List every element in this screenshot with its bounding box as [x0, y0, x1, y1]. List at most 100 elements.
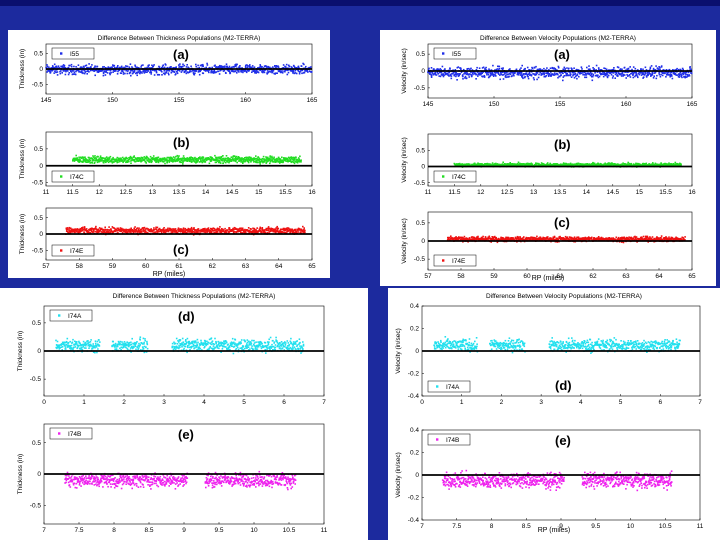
data-point	[269, 160, 272, 163]
data-point	[465, 239, 467, 241]
data-point	[178, 158, 181, 160]
data-point	[520, 73, 522, 75]
data-point	[129, 229, 132, 232]
data-point	[95, 225, 97, 228]
data-point	[272, 161, 275, 163]
data-point	[674, 73, 677, 75]
data-point	[516, 237, 519, 240]
data-point	[553, 72, 556, 74]
data-point	[203, 158, 206, 161]
data-point	[191, 157, 194, 159]
data-point	[495, 75, 497, 77]
data-point	[275, 65, 278, 67]
data-point	[259, 64, 261, 66]
data-point	[545, 237, 547, 240]
data-point	[519, 236, 521, 238]
data-point	[621, 73, 623, 75]
data-point	[589, 68, 591, 70]
data-point	[72, 70, 74, 72]
data-point	[605, 72, 608, 75]
data-point	[177, 159, 180, 161]
data-point	[568, 67, 570, 70]
data-point	[309, 70, 311, 73]
data-point	[110, 228, 112, 230]
data-point	[169, 158, 172, 160]
data-point	[271, 71, 274, 73]
data-point	[148, 230, 151, 232]
data-point	[176, 72, 179, 75]
data-point	[310, 71, 313, 73]
data-point	[230, 156, 233, 158]
data-point	[507, 237, 510, 240]
data-point	[513, 74, 515, 77]
data-point	[309, 71, 312, 73]
data-point	[240, 71, 243, 73]
data-point	[458, 164, 461, 166]
data-point	[256, 69, 258, 72]
data-point	[290, 229, 293, 232]
data-point	[657, 68, 660, 70]
data-point	[166, 156, 168, 159]
data-point	[150, 158, 152, 161]
data-point	[605, 68, 608, 71]
data-point	[277, 65, 279, 67]
data-point	[677, 68, 680, 71]
data-point	[292, 72, 294, 74]
data-point	[502, 73, 505, 76]
y-axis-label: Thickness (in)	[19, 49, 26, 89]
data-point	[592, 162, 595, 164]
data-point	[287, 227, 290, 229]
data-point	[213, 71, 216, 74]
data-point	[102, 74, 105, 77]
data-point	[259, 226, 261, 229]
data-point	[120, 229, 122, 231]
data-point	[544, 72, 546, 74]
data-point	[266, 66, 268, 68]
data-point	[517, 236, 520, 238]
data-point	[126, 72, 129, 75]
data-point	[664, 72, 666, 74]
data-point	[647, 74, 649, 77]
data-point	[155, 228, 158, 231]
data-point	[533, 237, 536, 239]
data-point	[133, 227, 135, 230]
data-point	[55, 65, 58, 68]
data-point	[70, 70, 72, 72]
data-point	[430, 75, 433, 77]
data-point	[104, 74, 107, 76]
data-point	[163, 158, 165, 160]
data-point	[208, 69, 211, 71]
data-point	[665, 76, 667, 78]
data-point	[165, 70, 168, 72]
data-point	[202, 230, 205, 232]
data-point	[274, 72, 277, 74]
data-point	[265, 157, 268, 159]
data-point	[594, 72, 596, 74]
data-point	[132, 158, 134, 161]
data-point	[682, 68, 684, 71]
data-point	[501, 239, 504, 241]
subplot-tag: (c)	[173, 242, 189, 257]
data-point	[217, 161, 220, 164]
data-point	[600, 73, 602, 76]
data-point	[690, 72, 693, 75]
data-point	[444, 72, 446, 74]
data-point	[100, 69, 103, 71]
data-point	[537, 162, 539, 165]
data-point	[147, 66, 150, 68]
data-point	[505, 76, 507, 79]
data-point	[157, 159, 159, 161]
data-point	[222, 70, 225, 72]
data-point	[484, 67, 486, 70]
data-point	[526, 74, 529, 76]
data-point	[294, 66, 296, 69]
data-point	[608, 164, 611, 167]
data-point	[165, 228, 167, 231]
data-point	[214, 161, 217, 164]
data-point	[457, 239, 460, 241]
data-point	[486, 162, 489, 165]
x-tick-label: 11.5	[67, 189, 80, 196]
data-point	[222, 155, 224, 157]
data-point	[478, 67, 481, 69]
data-point	[181, 157, 184, 159]
